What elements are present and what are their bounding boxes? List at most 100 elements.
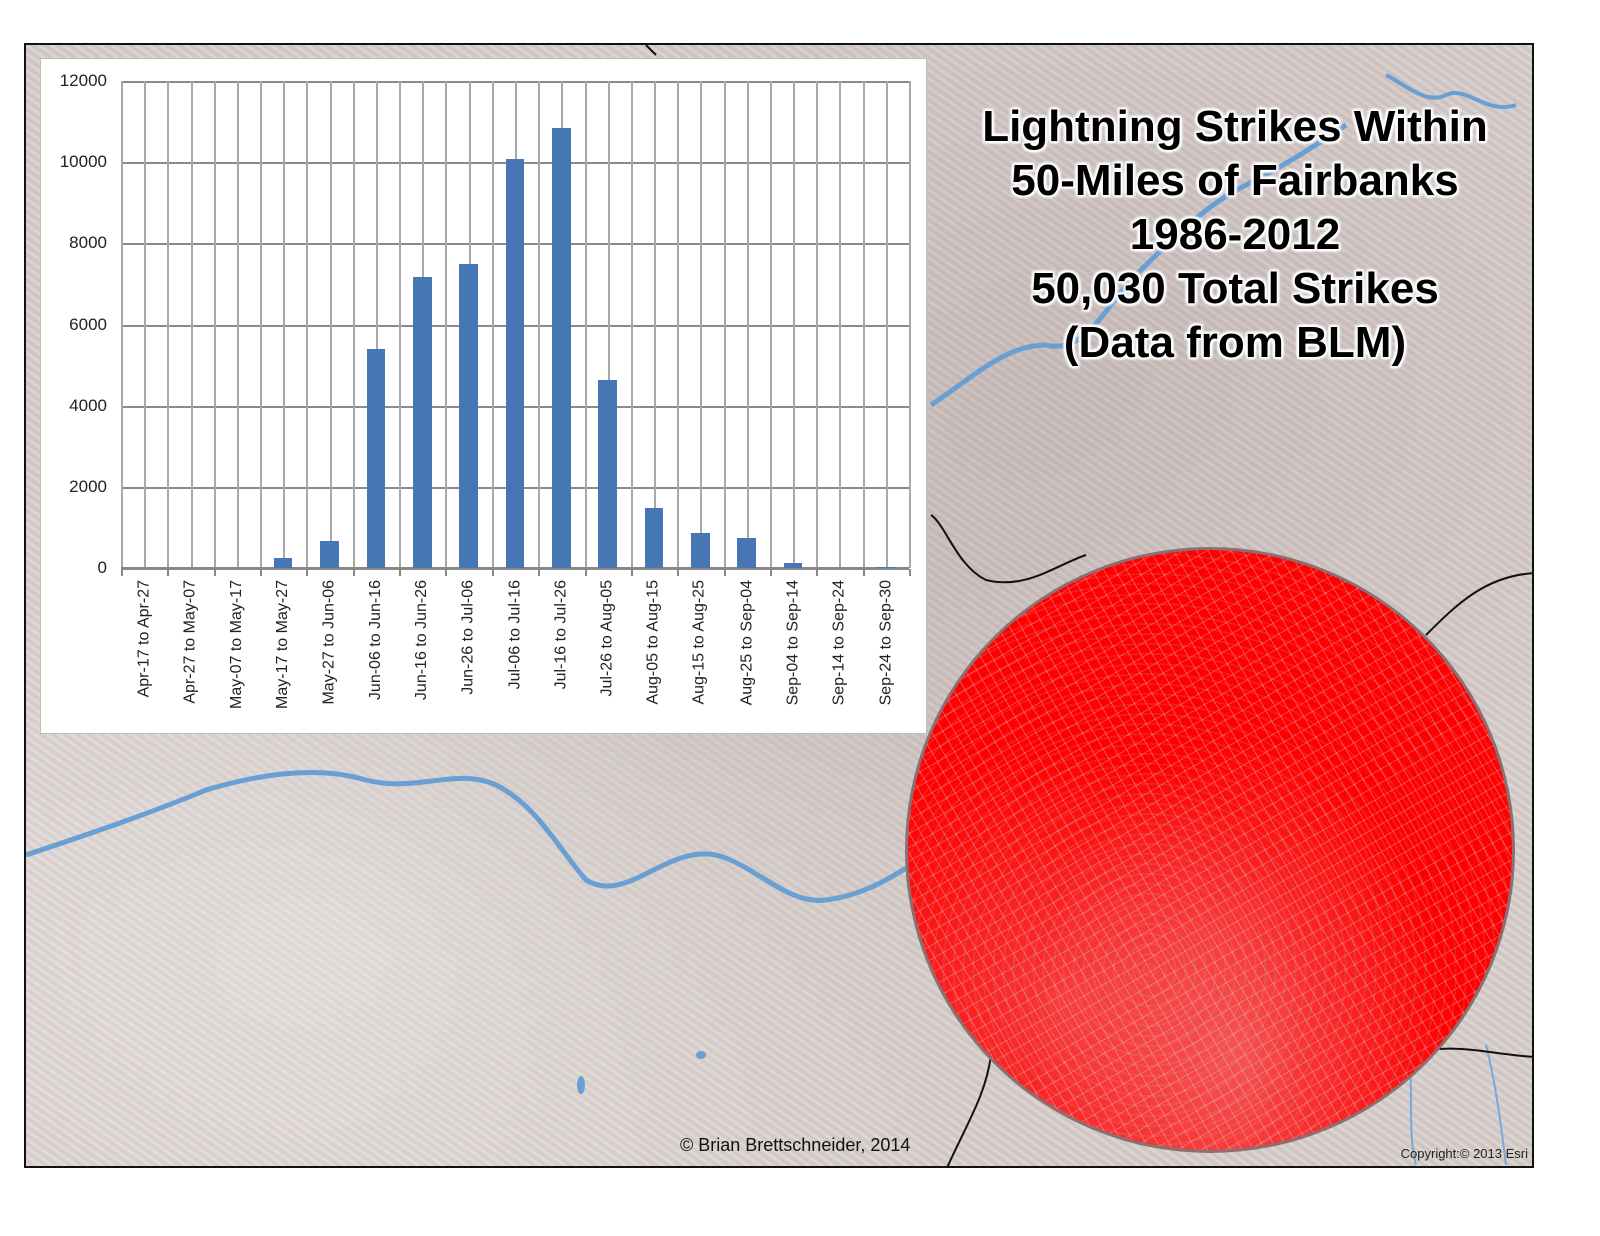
x-tick-mark (630, 569, 633, 576)
x-tick-mark (445, 569, 448, 576)
bar (876, 566, 896, 568)
x-tick-label: Aug-05 to Aug-15 (644, 580, 662, 705)
bar (273, 557, 293, 568)
gridline-vertical (630, 81, 633, 568)
x-axis (121, 567, 909, 569)
gridline-vertical (213, 81, 216, 568)
bar (320, 541, 339, 568)
gridline-vertical (144, 81, 147, 568)
gridline-vertical (329, 81, 332, 568)
gridline-vertical (607, 81, 610, 568)
bar (783, 563, 803, 568)
x-tick-mark (167, 569, 170, 576)
gridline-vertical (491, 81, 494, 568)
gridline-vertical (909, 81, 911, 568)
river (26, 770, 928, 903)
x-tick-mark (816, 569, 819, 576)
gridline-vertical (236, 81, 239, 568)
x-tick-mark (862, 569, 865, 576)
x-tick-label: Jul-26 to Aug-05 (598, 580, 616, 697)
river (1485, 1044, 1507, 1166)
y-tick-label: 6000 (69, 314, 107, 334)
x-tick-mark (677, 569, 680, 576)
x-tick-label: Jun-26 to Jul-06 (459, 580, 477, 695)
gridline-vertical (306, 81, 309, 568)
gridline-vertical (445, 81, 448, 568)
basemap (26, 45, 1532, 1166)
gridline-vertical (260, 81, 263, 568)
gridline-vertical (121, 81, 123, 568)
x-tick-mark (213, 569, 216, 576)
map-title: Lightning Strikes Within 50-Miles of Fai… (935, 100, 1535, 370)
bar (598, 380, 617, 568)
x-tick-label: Jul-16 to Jul-26 (552, 580, 570, 690)
x-tick-label: May-27 to Jun-06 (320, 580, 338, 705)
bar (644, 507, 664, 568)
x-tick-label: Jul-06 to Jul-16 (506, 580, 524, 690)
strike-density-circle (908, 550, 1512, 1150)
x-tick-mark (491, 569, 494, 576)
boundary-line (645, 45, 657, 56)
gridline-vertical (793, 81, 796, 568)
bar (505, 158, 525, 568)
bar (459, 264, 478, 568)
bar (366, 349, 386, 568)
boundary-line (1425, 1047, 1532, 1058)
title-line: Lightning Strikes Within (982, 102, 1488, 151)
gridline-vertical (584, 81, 587, 568)
gridline-vertical (677, 81, 680, 568)
x-tick-mark (769, 569, 772, 576)
y-tick-label: 12000 (59, 71, 107, 90)
x-tick-label: Sep-14 to Sep-24 (830, 580, 848, 706)
title-line: 1986-2012 (1129, 210, 1341, 259)
bar (737, 537, 757, 568)
esri-copyright: Copyright:© 2013 Esri (1400, 1146, 1528, 1161)
gridline-vertical (190, 81, 193, 568)
title-line: 50,030 Total Strikes (1031, 264, 1439, 313)
y-tick-label: 10000 (59, 152, 107, 172)
gridline-vertical (746, 81, 749, 568)
x-tick-label: Aug-25 to Sep-04 (738, 580, 756, 706)
x-tick-mark (538, 569, 541, 576)
x-tick-label: Sep-24 to Sep-30 (877, 580, 895, 706)
x-tick-label: Aug-15 to Aug-25 (690, 580, 708, 705)
gridline-vertical (839, 81, 842, 568)
author-credit: © Brian Brettschneider, 2014 (680, 1135, 911, 1155)
y-tick-label: 4000 (69, 395, 107, 415)
x-tick-label: Apr-17 to Apr-27 (135, 580, 153, 698)
boundary-line (946, 1054, 992, 1166)
x-tick-mark (399, 569, 402, 576)
gridline-vertical (885, 81, 888, 568)
gridline-vertical (375, 81, 378, 568)
title-line: (Data from BLM) (1063, 318, 1407, 367)
gridline-vertical (283, 81, 286, 568)
y-tick-label: 8000 (69, 233, 107, 253)
y-tick-label: 2000 (69, 476, 107, 496)
x-tick-label: Sep-04 to Sep-14 (784, 580, 802, 706)
gridline-vertical (399, 81, 402, 568)
river (929, 122, 1348, 408)
gridline-vertical (862, 81, 865, 568)
x-tick-mark (306, 569, 309, 576)
gridline-vertical (723, 81, 726, 568)
x-tick-label: May-17 to May-27 (274, 580, 292, 709)
plot-area: 0 2000 4000 6000 8000 10000 12000 Apr-17 to Apr… (60, 71, 911, 709)
x-tick-mark (723, 569, 726, 576)
title-line: 50-Miles of Fairbanks (1011, 156, 1459, 205)
gridline-vertical (167, 81, 170, 568)
river (1385, 73, 1517, 109)
gridline-vertical (538, 81, 541, 568)
x-tick-mark (584, 569, 587, 576)
x-tick-mark (121, 569, 123, 576)
chart-panel: 0 2000 4000 6000 8000 10000 12000 Apr-17 to Apr… (40, 58, 927, 734)
bar (691, 532, 710, 568)
x-tick-mark (352, 569, 355, 576)
y-tick-label: 0 (97, 558, 107, 577)
gridline-vertical (352, 81, 355, 568)
strike-speckle-overlay (908, 550, 1512, 1150)
boundary-line (1425, 572, 1532, 636)
x-tick-label: Jun-16 to Jun-26 (413, 580, 431, 701)
boundary-line (930, 514, 1087, 584)
x-tick-label: May-07 to May-17 (227, 580, 245, 709)
gridline-horizontal (121, 568, 909, 570)
